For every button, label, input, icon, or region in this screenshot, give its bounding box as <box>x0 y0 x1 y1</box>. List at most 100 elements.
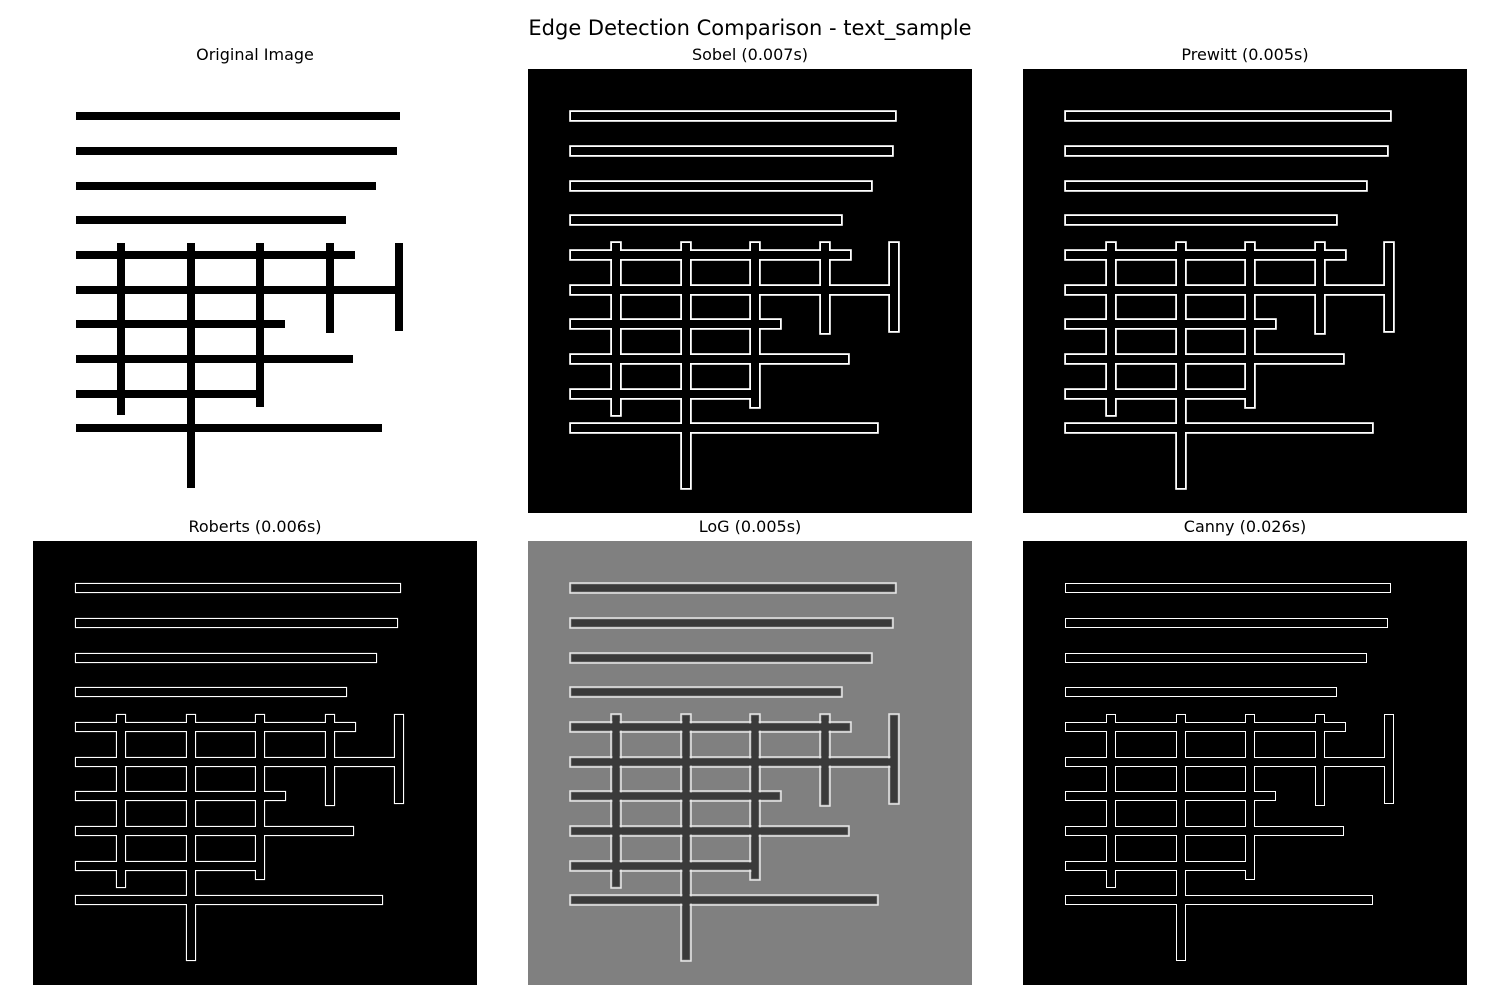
horizontal-bar-outer-edge <box>569 582 897 594</box>
horizontal-bar-inner-edge <box>571 584 895 592</box>
horizontal-bar-inner-edge <box>571 619 892 627</box>
horizontal-bar-interior <box>76 792 285 800</box>
horizontal-bar <box>76 216 346 224</box>
horizontal-bar-inner-edge <box>571 688 841 696</box>
horizontal-bar-inner-edge <box>571 896 877 904</box>
horizontal-bar-interior <box>1066 792 1275 800</box>
vertical-bar-inner-edge <box>751 715 759 879</box>
figure-title: Edge Detection Comparison - text_sample <box>528 16 972 40</box>
log-edge-image <box>528 541 972 985</box>
panel-log <box>528 541 972 985</box>
horizontal-bar-interior <box>1066 286 1390 294</box>
horizontal-bar-interior <box>571 320 780 328</box>
vertical-bar-interior <box>1177 243 1185 488</box>
vertical-bar-inner-edge <box>890 715 898 803</box>
vertical-bar-inner-edge <box>612 715 620 887</box>
vertical-bar-inner-edge <box>682 715 690 960</box>
vertical-bar-interior <box>1177 715 1185 960</box>
panel-title-original: Original Image <box>196 45 314 64</box>
panel-title-canny: Canny (0.026s) <box>1183 517 1307 536</box>
vertical-bar-interior <box>1246 243 1254 407</box>
panel-title-prewitt: Prewitt (0.005s) <box>1181 45 1309 64</box>
horizontal-bar <box>76 182 376 190</box>
horizontal-bar-interior <box>571 355 848 363</box>
vertical-bar-interior <box>1107 243 1115 415</box>
horizontal-bar-interior <box>76 688 346 696</box>
horizontal-bar <box>76 286 400 294</box>
vertical-bar-interior <box>117 715 125 887</box>
horizontal-bar <box>76 147 397 155</box>
vertical-bar-interior <box>1385 715 1393 803</box>
horizontal-bar-interior <box>571 216 841 224</box>
panel-title-sobel: Sobel (0.007s) <box>691 45 809 64</box>
horizontal-bar <box>76 390 261 398</box>
horizontal-bar-inner-edge <box>571 723 850 731</box>
horizontal-bar-interior <box>1066 424 1372 432</box>
horizontal-bar-interior <box>76 862 261 870</box>
horizontal-bar-interior <box>1066 355 1343 363</box>
vertical-bar <box>187 243 195 488</box>
vertical-bar-interior <box>751 243 759 407</box>
horizontal-bar-interior <box>1066 758 1390 766</box>
horizontal-bar-interior <box>1066 112 1390 120</box>
horizontal-bar-interior <box>76 619 397 627</box>
vertical-bar-outer-edge <box>610 713 622 889</box>
vertical-bar-interior <box>1107 715 1115 887</box>
vertical-bar-interior <box>612 243 620 415</box>
horizontal-bar-interior <box>1066 147 1387 155</box>
horizontal-bar-interior <box>1066 654 1366 662</box>
vertical-bar-outer-edge <box>680 713 692 962</box>
horizontal-bar-interior <box>571 424 877 432</box>
vertical-bar <box>117 243 125 415</box>
horizontal-bar-interior <box>1066 827 1343 835</box>
horizontal-bar-interior <box>76 723 355 731</box>
panel-roberts <box>33 541 477 985</box>
horizontal-bar-interior <box>1066 584 1390 592</box>
horizontal-bar-interior <box>1066 723 1345 731</box>
vertical-bar <box>326 243 334 333</box>
horizontal-bar-outer-edge <box>569 686 843 698</box>
edge-outline-group <box>74 582 405 962</box>
panel-prewitt <box>1023 69 1467 513</box>
horizontal-bar-interior <box>571 112 895 120</box>
vertical-bar-interior <box>326 715 334 805</box>
horizontal-bar-interior <box>76 758 400 766</box>
horizontal-bar <box>76 251 355 259</box>
vertical-bar <box>395 243 403 331</box>
horizontal-bar-inner-edge <box>571 827 848 835</box>
vertical-bar-interior <box>187 715 195 960</box>
vertical-bar-interior <box>395 715 403 803</box>
horizontal-bar-outer-edge <box>569 894 879 906</box>
horizontal-bar-interior <box>76 584 400 592</box>
horizontal-bar-outer-edge <box>569 617 894 629</box>
vertical-bar-interior <box>1316 243 1324 333</box>
horizontal-bar-interior <box>571 147 892 155</box>
sobel-edge-image <box>528 69 972 513</box>
horizontal-bar-outer-edge <box>569 652 873 664</box>
horizontal-bar-outer-edge <box>569 825 850 837</box>
prewitt-edge-image <box>1023 69 1467 513</box>
original-image <box>33 69 477 513</box>
edge-outline-group <box>1064 110 1395 490</box>
vertical-bar-interior <box>1316 715 1324 805</box>
vertical-bar-interior <box>1246 715 1254 879</box>
vertical-bar-interior <box>821 243 829 333</box>
edge-outline-group <box>569 110 900 490</box>
horizontal-bar-inner-edge <box>571 758 895 766</box>
vertical-bar-interior <box>682 243 690 488</box>
panel-canny <box>1023 541 1467 985</box>
horizontal-bar-interior <box>1066 216 1336 224</box>
horizontal-bar-interior <box>1066 862 1251 870</box>
vertical-bar-interior <box>1385 243 1393 331</box>
horizontal-bar-outer-edge <box>569 721 852 733</box>
panel-title-roberts: Roberts (0.006s) <box>188 517 322 536</box>
horizontal-bar-interior <box>571 251 850 259</box>
canny-edge-image <box>1023 541 1467 985</box>
panel-original <box>33 69 477 513</box>
horizontal-bar-interior <box>76 896 382 904</box>
horizontal-bar-interior <box>76 654 376 662</box>
horizontal-bar <box>76 320 285 328</box>
horizontal-bar-inner-edge <box>571 792 780 800</box>
horizontal-bar-inner-edge <box>571 654 871 662</box>
horizontal-bar <box>76 424 382 432</box>
